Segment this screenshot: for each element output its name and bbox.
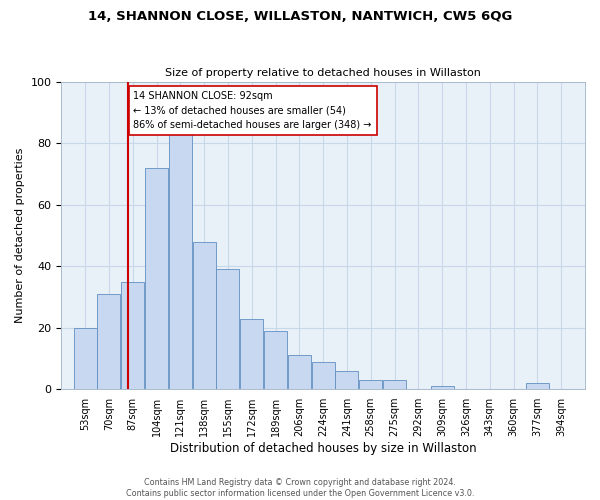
Text: 14, SHANNON CLOSE, WILLASTON, NANTWICH, CW5 6QG: 14, SHANNON CLOSE, WILLASTON, NANTWICH, … <box>88 10 512 23</box>
Bar <box>359 380 382 390</box>
Bar <box>74 328 97 390</box>
Bar <box>335 371 358 390</box>
Bar <box>169 131 192 390</box>
Title: Size of property relative to detached houses in Willaston: Size of property relative to detached ho… <box>165 68 481 78</box>
Bar <box>383 380 406 390</box>
Bar <box>97 294 121 390</box>
Bar <box>145 168 168 390</box>
Bar <box>193 242 215 390</box>
Bar <box>240 318 263 390</box>
Bar <box>288 356 311 390</box>
X-axis label: Distribution of detached houses by size in Willaston: Distribution of detached houses by size … <box>170 442 476 455</box>
Text: 14 SHANNON CLOSE: 92sqm
← 13% of detached houses are smaller (54)
86% of semi-de: 14 SHANNON CLOSE: 92sqm ← 13% of detache… <box>133 91 372 130</box>
Bar <box>311 362 335 390</box>
Y-axis label: Number of detached properties: Number of detached properties <box>15 148 25 323</box>
Bar <box>121 282 144 390</box>
Text: Contains HM Land Registry data © Crown copyright and database right 2024.
Contai: Contains HM Land Registry data © Crown c… <box>126 478 474 498</box>
Bar <box>217 270 239 390</box>
Bar <box>264 331 287 390</box>
Bar <box>431 386 454 390</box>
Bar <box>526 383 549 390</box>
